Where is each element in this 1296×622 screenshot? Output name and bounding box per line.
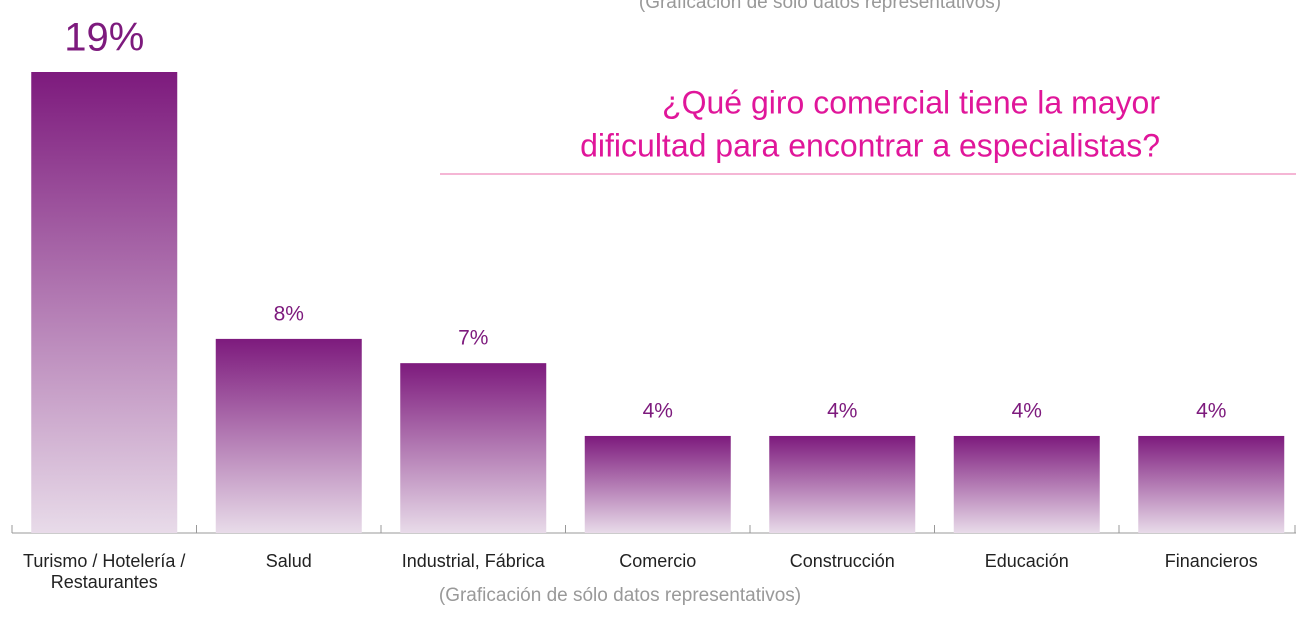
bar	[215, 338, 362, 533]
x-tick-label: Industrial, Fábrica	[401, 551, 545, 571]
value-label: 8%	[274, 302, 304, 325]
value-label: 4%	[1196, 399, 1226, 422]
chart-title: ¿Qué giro comercial tiene la mayor	[662, 84, 1160, 120]
note: (Graficación de sólo datos representativ…	[439, 585, 801, 606]
value-label: 4%	[1012, 399, 1042, 422]
bar	[1138, 435, 1285, 533]
x-tick-label: Educación	[984, 551, 1069, 571]
value-label: 4%	[827, 399, 857, 422]
value-label: 7%	[458, 327, 488, 350]
x-tick-label: Turismo / Hotelería / Restaurantes	[23, 551, 186, 592]
bar	[769, 435, 916, 533]
bar	[400, 363, 547, 533]
bar	[584, 435, 731, 533]
x-tick-label: Financieros	[1164, 551, 1258, 571]
bar	[31, 72, 178, 533]
chart-title: dificultad para encontrar a especialista…	[580, 127, 1160, 163]
top-note: (Graficación de sólo datos representativ…	[639, 0, 1001, 13]
x-tick-label: Comercio	[619, 551, 697, 571]
value-label: 4%	[643, 399, 673, 422]
x-tick-label: Salud	[265, 551, 312, 571]
x-tick-label: Construcción	[789, 551, 895, 571]
value-label: 19%	[64, 16, 144, 60]
bar	[953, 435, 1100, 533]
